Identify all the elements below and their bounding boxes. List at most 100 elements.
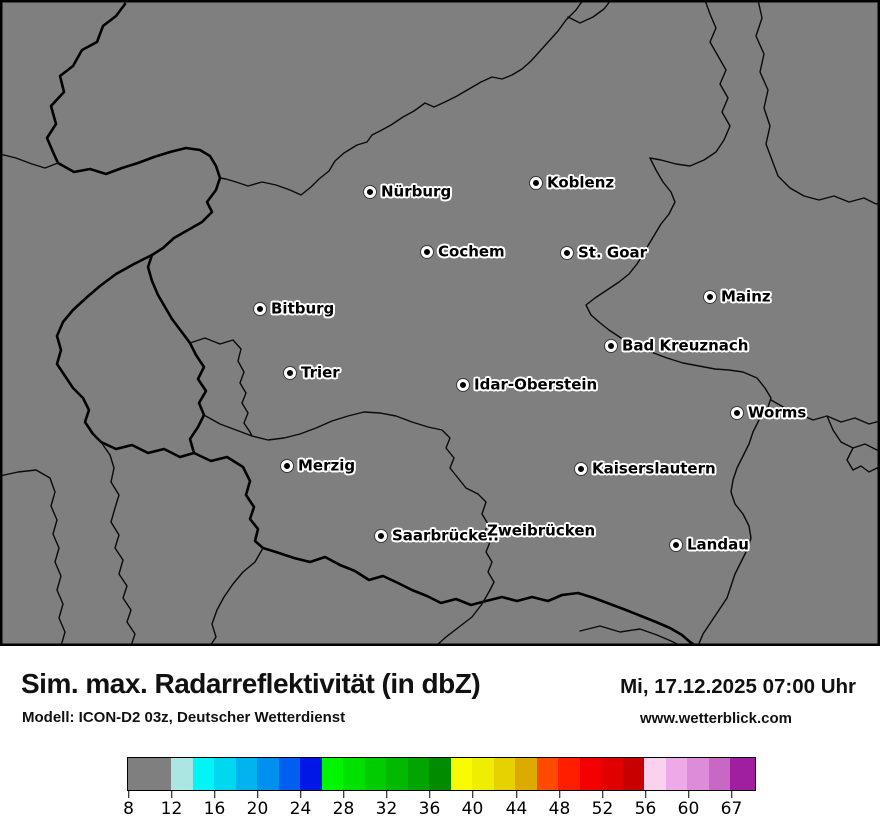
colorbar-tick — [730, 790, 733, 798]
colorbar-segment-26 — [708, 758, 730, 790]
city-label: Zweibrücken — [487, 521, 596, 540]
border-france-dept-c — [209, 547, 264, 646]
colorbar-tick — [644, 790, 647, 798]
colorbar-segment-1 — [171, 758, 193, 790]
model-subtitle: Modell: ICON-D2 03z, Deutscher Wetterdie… — [22, 709, 346, 726]
city-label: Bitburg — [271, 299, 335, 318]
colorbar-tick — [385, 790, 388, 798]
border-luxembourg-west-south — [55, 253, 196, 459]
colorbar-tick-label: 28 — [332, 798, 355, 819]
colorbar-tick-label: 12 — [160, 798, 183, 819]
border-saar-nw-tip — [189, 337, 253, 437]
city-dot — [281, 460, 293, 472]
colorbar-segment-3 — [214, 758, 236, 790]
border-saarland-rlp — [203, 411, 495, 591]
colorbar-segment-13 — [429, 758, 451, 790]
city-dot — [421, 246, 433, 258]
city-label: Saarbrücken — [392, 526, 499, 545]
city-dot — [530, 177, 542, 189]
city-dot — [561, 247, 573, 259]
city-label: Kaiserslautern — [592, 459, 716, 478]
colorbar-tick — [428, 790, 431, 798]
colorbar-tick-label: 52 — [591, 798, 614, 819]
border-luxembourg-east — [146, 253, 208, 455]
colorbar-tick-label: 67 — [720, 798, 743, 819]
border-france-dept-b — [100, 441, 136, 646]
colorbar-tick — [471, 790, 474, 798]
colorbar-tick-label: 8 — [123, 798, 134, 819]
dbz-colorbar — [127, 757, 756, 791]
border-east-fork-a — [826, 415, 880, 473]
dbz-colorbar-ticks: 8 12 16 20 24 28 32 36 40 44 48 52 56 60 67 — [123, 790, 756, 831]
colorbar-segment-6 — [278, 758, 300, 790]
border-france-dept-a — [0, 469, 66, 646]
city-dot — [254, 303, 266, 315]
border-france-dept-d — [435, 589, 491, 646]
colorbar-segment-8 — [321, 758, 343, 790]
colorbar-tick-label: 48 — [548, 798, 571, 819]
page-title: Sim. max. Radarreflektivität (in dbZ) — [21, 668, 481, 699]
colorbar-segment-0 — [128, 758, 171, 790]
colorbar-segment-23 — [644, 758, 666, 790]
colorbar-segment-9 — [343, 758, 365, 790]
colorbar-segment-15 — [472, 758, 494, 790]
colorbar-segment-14 — [450, 758, 472, 790]
colorbar-tick-label: 24 — [289, 798, 312, 819]
city-dot — [284, 367, 296, 379]
city-dot — [605, 340, 617, 352]
border-nrw-rlp — [219, 0, 584, 196]
border-france-germany — [192, 451, 698, 646]
valid-datetime: Mi, 17.12.2025 07:00 Uhr — [620, 675, 856, 698]
colorbar-tick — [299, 790, 302, 798]
map-background — [0, 0, 880, 646]
website-text: www.wetterblick.com — [640, 710, 792, 727]
city-label: Nürburg — [381, 182, 452, 201]
colorbar-tick — [213, 790, 216, 798]
colorbar-tick-label: 56 — [634, 798, 657, 819]
colorbar-segment-11 — [386, 758, 408, 790]
colorbar-tick — [170, 790, 173, 798]
city-dot — [364, 186, 376, 198]
city-label: Mainz — [721, 287, 771, 306]
border-rhine-hesse — [585, 157, 772, 646]
colorbar-tick — [601, 790, 604, 798]
border-france-dept-e — [579, 625, 682, 646]
border-hesse-north — [755, 0, 880, 205]
colorbar-segment-21 — [601, 758, 623, 790]
colorbar-tick — [558, 790, 561, 798]
colorbar-tick-label: 20 — [246, 798, 269, 819]
colorbar-segment-12 — [407, 758, 429, 790]
city-label: Koblenz — [547, 173, 615, 192]
city-dot — [457, 379, 469, 391]
colorbar-tick-label: 60 — [677, 798, 700, 819]
city-dot — [704, 291, 716, 303]
colorbar-segment-25 — [687, 758, 709, 790]
city-label: Landau — [687, 535, 749, 554]
city-label: Merzig — [298, 456, 356, 475]
city-label: St. Goar — [578, 243, 648, 262]
colorbar-tick — [515, 790, 518, 798]
colorbar-segment-2 — [192, 758, 214, 790]
border-belgium-germany-east — [56, 146, 222, 257]
city-label: Bad Kreuznach — [622, 336, 749, 355]
colorbar-tick-label: 36 — [418, 798, 441, 819]
city-label: Trier — [301, 363, 340, 382]
colorbar-tick-label: 44 — [505, 798, 528, 819]
map-borders-svg — [0, 0, 880, 646]
city-label: Worms — [748, 403, 807, 422]
city-label: Cochem — [438, 242, 505, 261]
colorbar-segment-24 — [665, 758, 687, 790]
city-label: Idar-Oberstein — [474, 375, 598, 394]
colorbar-segment-27 — [730, 758, 755, 790]
border-westerwald — [649, 0, 731, 167]
border-belgium-germany-north — [45, 2, 127, 165]
city-dot — [575, 463, 587, 475]
colorbar-segment-16 — [493, 758, 515, 790]
colorbar-tick-label: 16 — [203, 798, 226, 819]
colorbar-segment-10 — [364, 758, 386, 790]
colorbar-tick-label: 40 — [461, 798, 484, 819]
colorbar-segment-19 — [558, 758, 580, 790]
colorbar-segment-5 — [257, 758, 279, 790]
colorbar-segment-20 — [579, 758, 601, 790]
